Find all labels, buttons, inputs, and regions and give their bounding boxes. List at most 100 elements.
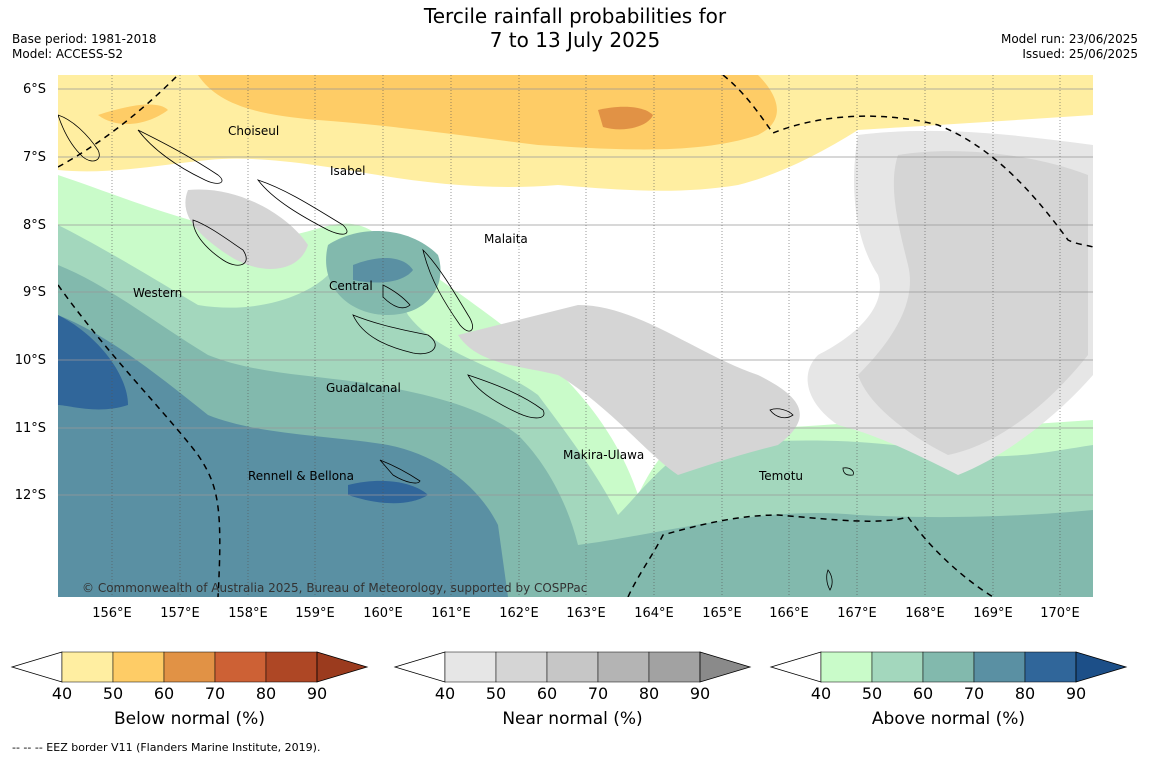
colorbar-min-extension [769, 651, 822, 683]
lon-tick-label: 167°E [837, 606, 877, 621]
near-normal-center [458, 305, 800, 475]
colorbar-label-below: Below normal (%) [114, 709, 265, 729]
region-label-temotu: Temotu [759, 469, 804, 483]
above-normal-70 [58, 315, 508, 597]
colorbar-tick-label: 60 [912, 684, 934, 703]
colorbar-tick-label: 40 [810, 684, 832, 703]
colorbar-segment [546, 651, 599, 683]
above-normal-80b [348, 480, 428, 504]
new-georgia-island [192, 219, 247, 266]
region-label-central: Central [329, 279, 373, 293]
malaita-island [422, 248, 473, 332]
colorbar-segment [444, 651, 497, 683]
central-islands [382, 284, 411, 309]
lon-tick-label: 163°E [566, 606, 606, 621]
colorbar-tick-label: 90 [689, 684, 711, 703]
near-normal-northwest [185, 189, 308, 269]
below-normal-50b [98, 104, 168, 125]
lon-tick-label: 165°E [702, 606, 742, 621]
map-canvas [58, 75, 1093, 597]
colorbar-max-extension [1075, 651, 1128, 683]
near-normal-east-50 [858, 151, 1088, 455]
colorbar-segment [163, 651, 216, 683]
guadalcanal-island [352, 314, 436, 355]
colorbar-tick-label: 70 [587, 684, 609, 703]
colorbar-segment [495, 651, 548, 683]
lon-tick-label: 170°E [1040, 606, 1080, 621]
coastlines [58, 114, 854, 591]
colorbar-tick-label: 90 [1065, 684, 1087, 703]
colorbar-segment [871, 651, 924, 683]
region-label-choiseul: Choiseul [228, 124, 280, 138]
lon-tick-label: 169°E [973, 606, 1013, 621]
rennell-island [379, 459, 421, 484]
lat-tick-label: 8°S [22, 218, 46, 233]
colorbar-above-normal [769, 651, 1128, 683]
colorbar-near-normal [393, 651, 752, 683]
colorbar-segment [61, 651, 114, 683]
colorbar-label-near: Near normal (%) [502, 709, 643, 729]
colorbar-segment [648, 651, 701, 683]
colorbar-label-above: Above normal (%) [871, 709, 1026, 729]
region-label-western: Western [133, 286, 183, 300]
colorbar-tick-label: 60 [536, 684, 558, 703]
colorbar-segment [214, 651, 267, 683]
colorbar-tick-label: 70 [963, 684, 985, 703]
region-label-guadalcanal: Guadalcanal [326, 381, 401, 395]
lon-tick-label: 156°E [92, 606, 132, 621]
chart-title-line2: 7 to 13 July 2025 [489, 28, 661, 52]
colorbar-segment [973, 651, 1026, 683]
bougainville-coast [58, 114, 100, 162]
colorbar-max-extension [316, 651, 369, 683]
region-label-makira: Makira-Ulawa [563, 448, 645, 462]
colorbar-tick-label: 50 [861, 684, 883, 703]
colorbar-segment [922, 651, 975, 683]
lon-tick-label: 159°E [295, 606, 335, 621]
base-period: Base period: 1981-2018 [12, 32, 157, 46]
lat-tick-label: 7°S [22, 150, 46, 165]
colorbar-segment [265, 651, 318, 683]
colorbar-segment [820, 651, 873, 683]
lat-tick-label: 10°S [14, 353, 46, 368]
below-normal-50 [198, 75, 777, 150]
colorbar-min-extension [393, 651, 446, 683]
lat-tick-label: 9°S [22, 285, 46, 300]
eez-note: -- -- -- EEZ border V11 (Flanders Marine… [12, 741, 321, 754]
colorbars [10, 651, 1128, 683]
colorbar-tick-label: 40 [51, 684, 73, 703]
region-label-isabel: Isabel [330, 164, 366, 178]
lon-tick-label: 162°E [499, 606, 539, 621]
temotu-islands-3 [826, 569, 833, 591]
colorbar-tick-label: 80 [255, 684, 277, 703]
lon-tick-label: 161°E [431, 606, 471, 621]
model-run: Model run: 23/06/2025 [1000, 32, 1138, 46]
lon-tick-label: 164°E [634, 606, 674, 621]
colorbar-segment [112, 651, 165, 683]
lon-gridlines [111, 75, 1061, 597]
colorbar-below-normal [10, 651, 369, 683]
colorbar-tick-label: 60 [153, 684, 175, 703]
region-label-rennell: Rennell & Bellona [248, 469, 355, 483]
colorbar-segment [1024, 651, 1077, 683]
chart-title-line1: Tercile rainfall probabilities for [423, 4, 727, 28]
colorbar-tick-label: 50 [485, 684, 507, 703]
colorbar-max-extension [699, 651, 752, 683]
rainfall-map: Choiseul Isabel Malaita Western Central … [58, 75, 1093, 597]
colorbar-tick-label: 80 [1014, 684, 1036, 703]
model-name: Model: ACCESS-S2 [12, 47, 124, 61]
lat-tick-label: 11°S [14, 421, 46, 436]
colorbar-min-extension [10, 651, 63, 683]
above-normal-80 [58, 315, 128, 410]
choiseul-island [137, 129, 223, 184]
colorbar-tick-label: 50 [102, 684, 124, 703]
colorbar-tick-label: 40 [434, 684, 456, 703]
region-label-malaita: Malaita [484, 232, 528, 246]
colorbar-tick-label: 70 [204, 684, 226, 703]
colorbar-segment [597, 651, 650, 683]
makira-island [467, 374, 545, 419]
eez-borders [58, 75, 1093, 597]
lon-tick-label: 157°E [160, 606, 200, 621]
isabel-island [256, 179, 348, 235]
lat-tick-label: 6°S [22, 82, 46, 97]
temotu-islands [769, 408, 794, 419]
